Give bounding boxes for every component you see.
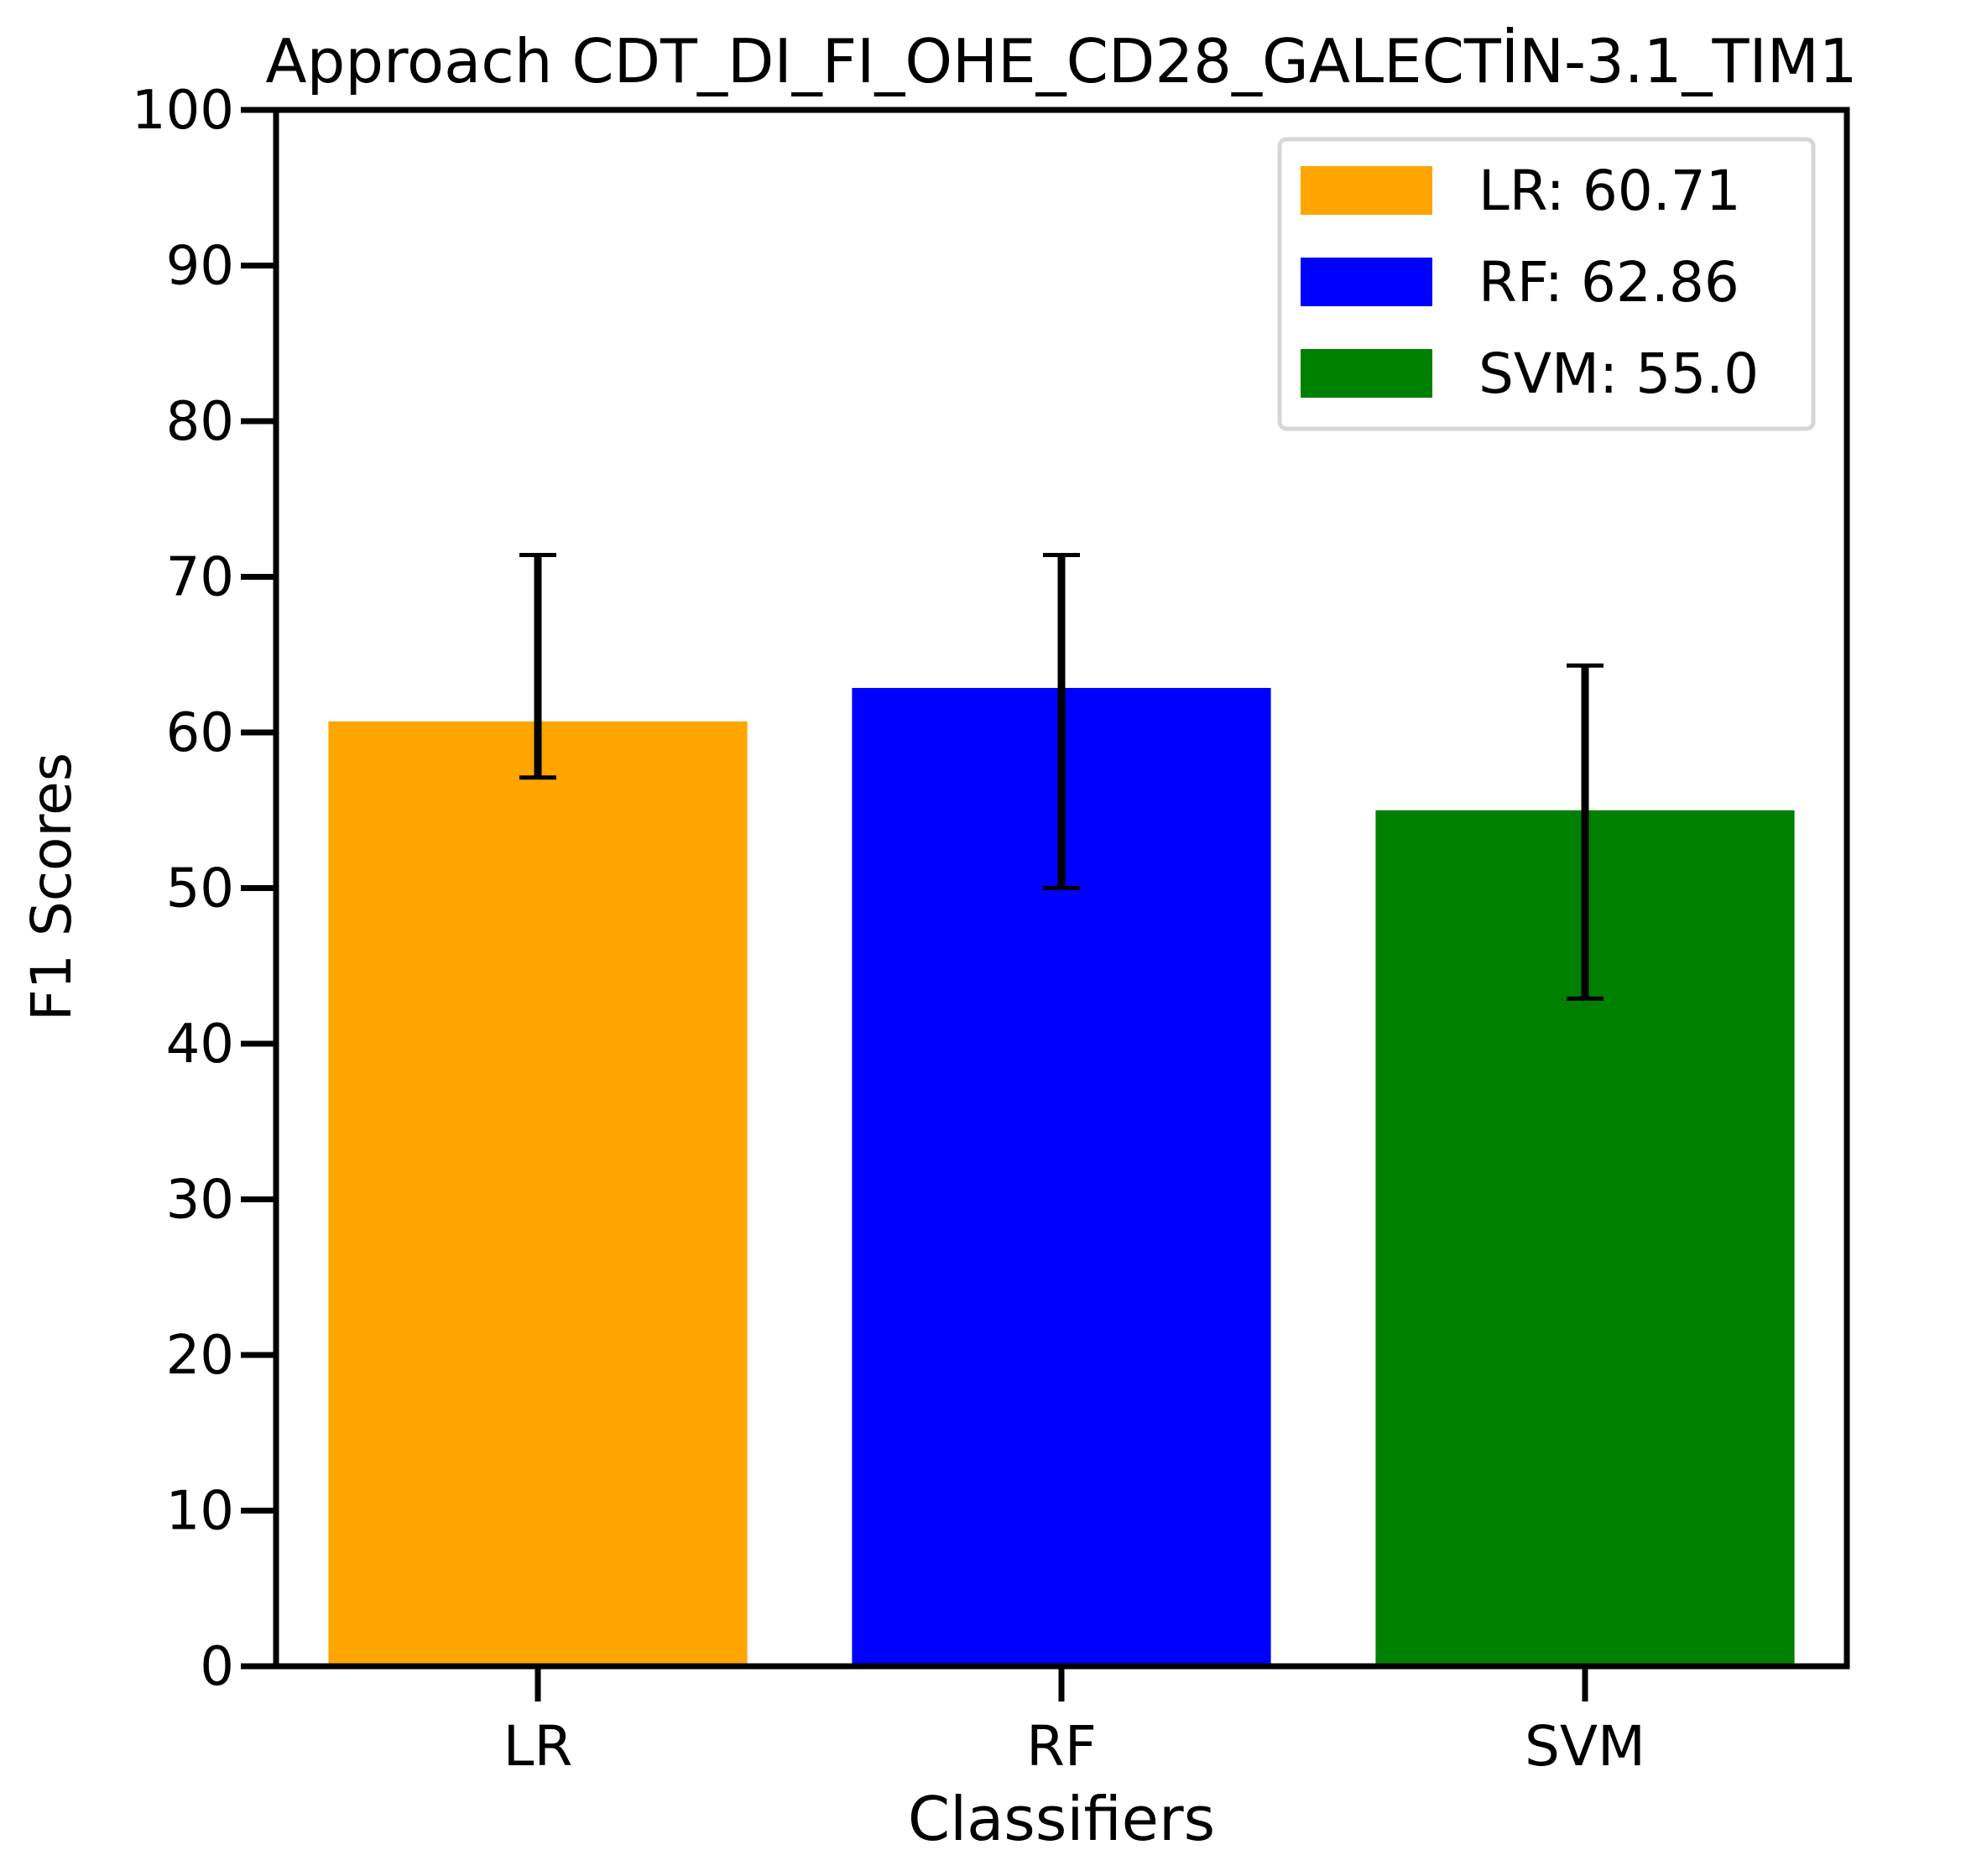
y-tick-label: 60 xyxy=(166,702,234,764)
legend-label: RF: 62.86 xyxy=(1478,250,1739,315)
y-tick-label: 30 xyxy=(166,1170,234,1232)
legend-swatch xyxy=(1301,166,1432,215)
error-bar-lr xyxy=(519,553,556,780)
y-tick-label: 0 xyxy=(200,1636,234,1698)
y-tick-label: 20 xyxy=(166,1325,234,1387)
legend-label: LR: 60.71 xyxy=(1478,159,1741,223)
y-axis-label: F1 Scores xyxy=(19,753,84,1021)
y-tick-label: 50 xyxy=(166,858,234,920)
bar-lr xyxy=(328,721,748,1666)
x-tick-label: SVM xyxy=(1525,1714,1645,1779)
legend-swatch xyxy=(1301,349,1432,398)
legend: LR: 60.71 RF: 62.86 SVM: 55.0 xyxy=(1277,137,1816,431)
error-bar-svm xyxy=(1567,663,1604,1001)
y-tick-label: 70 xyxy=(166,547,234,609)
y-tick-label: 10 xyxy=(166,1481,234,1543)
y-tick-label: 90 xyxy=(166,236,234,298)
y-tick-label: 100 xyxy=(132,80,234,142)
error-bar-rf xyxy=(1043,553,1080,890)
error-bars-group xyxy=(519,553,1604,1001)
plot-frame xyxy=(273,107,1850,1670)
legend-items: LR: 60.71 RF: 62.86 SVM: 55.0 xyxy=(1301,159,1759,406)
x-axis-ticks: LR RF SVM xyxy=(503,1666,1645,1779)
y-axis-ticks: 0 10 20 30 40 50 60 70 80 90 100 xyxy=(132,80,276,1698)
x-axis-label: Classifiers xyxy=(908,1784,1215,1854)
x-tick-label: RF xyxy=(1026,1714,1097,1779)
x-tick-label: LR xyxy=(503,1714,573,1779)
y-tick-label: 80 xyxy=(166,391,234,453)
legend-label: SVM: 55.0 xyxy=(1478,341,1759,406)
chart-title: Approach CDT_DI_FI_OHE_CD28_GALECTİN-3.1… xyxy=(265,26,1857,96)
y-tick-label: 40 xyxy=(166,1014,234,1076)
legend-swatch xyxy=(1301,258,1432,306)
